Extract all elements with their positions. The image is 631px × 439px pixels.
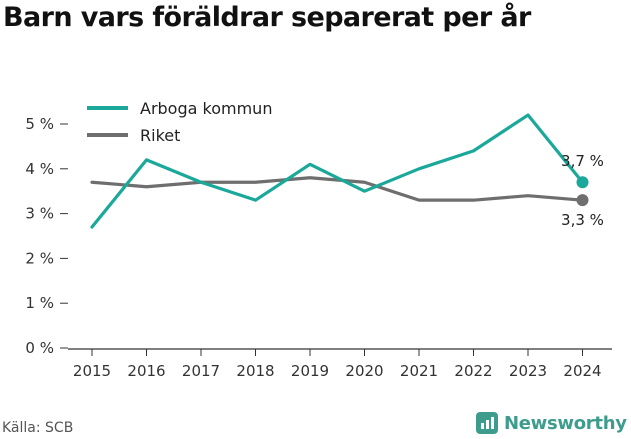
series-line [90, 176, 585, 202]
y-tick-label: 3 % [25, 205, 54, 223]
y-tick-label: 0 % [25, 339, 54, 357]
newsworthy-icon [476, 412, 498, 434]
x-tick-label: 2024 [563, 362, 601, 380]
endpoint-marker [576, 194, 589, 207]
x-tick-label: 2022 [454, 362, 492, 380]
source-note: Källa: SCB [2, 420, 74, 436]
x-tick-label: 2018 [236, 362, 274, 380]
brand-name: Newsworthy [504, 412, 627, 434]
brand-logo: Newsworthy [476, 409, 627, 437]
y-tick-label: 2 % [25, 249, 54, 267]
x-tick-label: 2016 [127, 362, 165, 380]
endpoint-marker [576, 176, 589, 189]
endpoint-label: 3,7 % [561, 152, 604, 170]
chart-title: Barn vars föräldrar separerat per år [3, 2, 531, 33]
x-tick-label: 2023 [509, 362, 547, 380]
x-tick-label: 2017 [182, 362, 220, 380]
legend-label: Riket [140, 126, 180, 145]
line-chart: 0 % 1 % 2 % 3 % 4 % 5 % 2015 2016 2017 2018 2019 20… [25, 99, 612, 380]
y-tick-label: 5 % [25, 115, 54, 133]
legend-label: Arboga kommun [140, 99, 272, 118]
x-tick-label: 2020 [345, 362, 383, 380]
series-line [90, 113, 585, 229]
x-tick-label: 2019 [291, 362, 329, 380]
x-tick-label: 2021 [400, 362, 438, 380]
x-tick-label: 2015 [73, 362, 111, 380]
endpoint-label: 3,3 % [561, 211, 604, 229]
y-tick-label: 1 % [25, 294, 54, 312]
y-tick-label: 4 % [25, 160, 54, 178]
